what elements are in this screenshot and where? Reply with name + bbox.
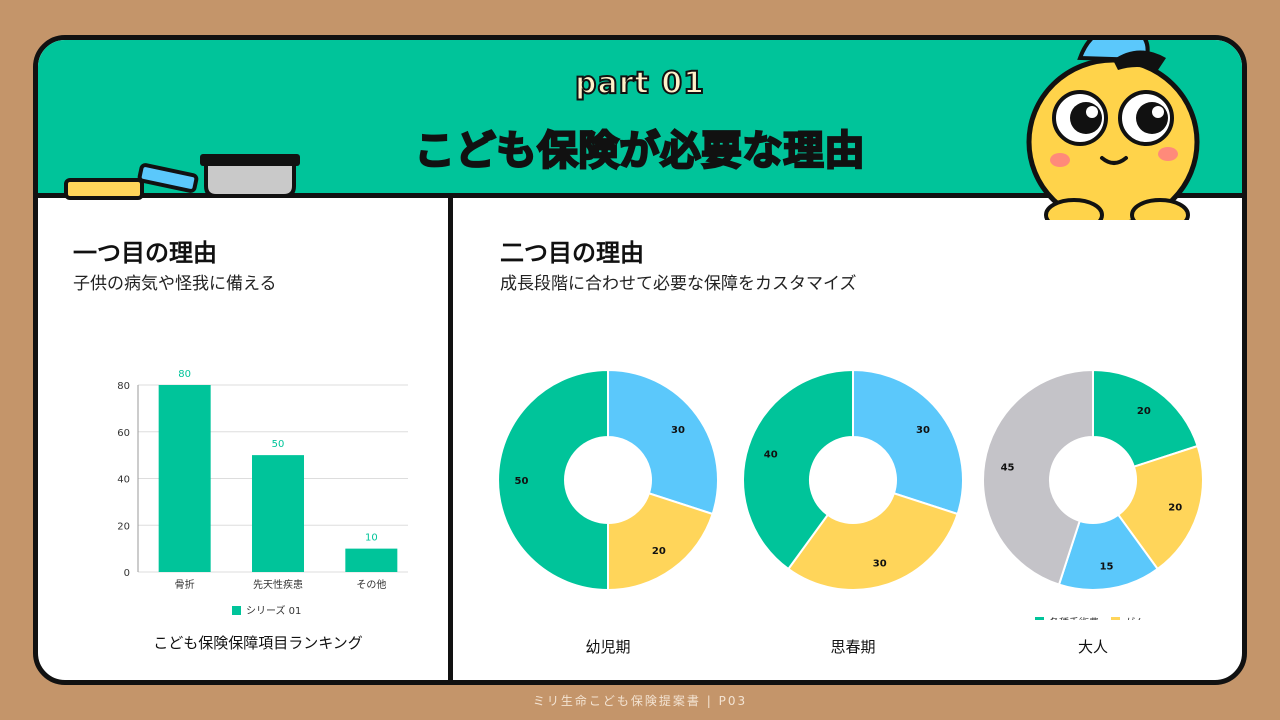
y-tick-label: 20 xyxy=(117,521,130,532)
donut-slice xyxy=(982,368,1094,586)
bar xyxy=(252,455,304,572)
left-panel-subtitle: 子供の病気や怪我に備える xyxy=(73,274,277,294)
footer-text: ミリ生命こども保険提案書 | P03 xyxy=(532,694,748,708)
donut-slice xyxy=(852,368,964,516)
legend-swatch xyxy=(1035,617,1044,620)
donut-slice xyxy=(1092,368,1199,468)
donut-value-label: 20 xyxy=(1168,503,1182,514)
part-label: part 01 xyxy=(574,65,706,102)
bar-value-label: 80 xyxy=(178,369,191,380)
bar-value-label: 50 xyxy=(272,439,285,450)
x-category-label: 先天性疾患 xyxy=(253,578,303,591)
donut-value-label: 30 xyxy=(671,425,685,436)
bar xyxy=(158,385,211,572)
donut-chart-adult: 20201545各種手術費がん心臓血管その他 xyxy=(982,368,1204,620)
donut-slice xyxy=(497,368,609,592)
page-title: こども保険が必要な理由 xyxy=(413,127,866,176)
donut-slice xyxy=(1116,444,1204,571)
donut-caption-infant: 幼児期 xyxy=(585,638,631,656)
donut-slice xyxy=(607,368,719,516)
y-tick-label: 80 xyxy=(117,381,130,392)
mascot-illustration xyxy=(1026,40,1200,220)
right-panel-subtitle: 成長段階に合わせて必要な保障をカスタマイズ xyxy=(500,274,857,294)
legend-label: 各種手術費 xyxy=(1049,616,1099,620)
x-category-label: 骨折 xyxy=(175,578,195,591)
donut-value-label: 40 xyxy=(764,449,778,460)
donut-slice xyxy=(786,492,959,591)
donut-value-label: 30 xyxy=(916,425,930,436)
bar xyxy=(345,548,398,572)
left-panel-title: 一つ目の理由 xyxy=(73,239,217,267)
donut-slice xyxy=(742,368,854,571)
donut-value-label: 20 xyxy=(652,546,666,557)
donut-slice xyxy=(607,492,714,592)
y-tick-label: 0 xyxy=(124,568,130,579)
bar-value-label: 10 xyxy=(365,533,378,544)
desk-items-illustration xyxy=(64,154,300,200)
donut-chart-adolescent: 303040骨折治療費入院診療費その他 xyxy=(742,368,964,591)
x-category-label: その他 xyxy=(356,578,386,591)
legend-swatch xyxy=(232,606,241,615)
donut-value-label: 15 xyxy=(1100,561,1114,572)
bar-chart-caption: こども保険保障項目ランキング xyxy=(153,634,363,652)
donut-value-label: 30 xyxy=(873,558,887,569)
donut-caption-adult: 大人 xyxy=(1077,638,1108,656)
slide-frame: part 01 こども保険が必要な理由 一つ目の理由 子供の病気や怪我に備える … xyxy=(33,35,1247,685)
donut-value-label: 50 xyxy=(515,476,529,487)
right-panel-title: 二つ目の理由 xyxy=(500,239,644,267)
panel-divider xyxy=(448,198,453,680)
donut-chart-infant: 302050アトピー性皮膚炎救急外来診療費その他 xyxy=(497,368,719,592)
donut-caption-adolescent: 思春期 xyxy=(830,638,876,656)
y-tick-label: 60 xyxy=(117,428,130,439)
donut-value-label: 20 xyxy=(1137,406,1151,417)
legend-label: がん xyxy=(1125,616,1145,620)
legend-label: シリーズ 01 xyxy=(246,604,301,615)
y-tick-label: 40 xyxy=(117,475,130,486)
donut-value-label: 45 xyxy=(1001,462,1015,473)
legend-swatch xyxy=(1111,617,1120,620)
